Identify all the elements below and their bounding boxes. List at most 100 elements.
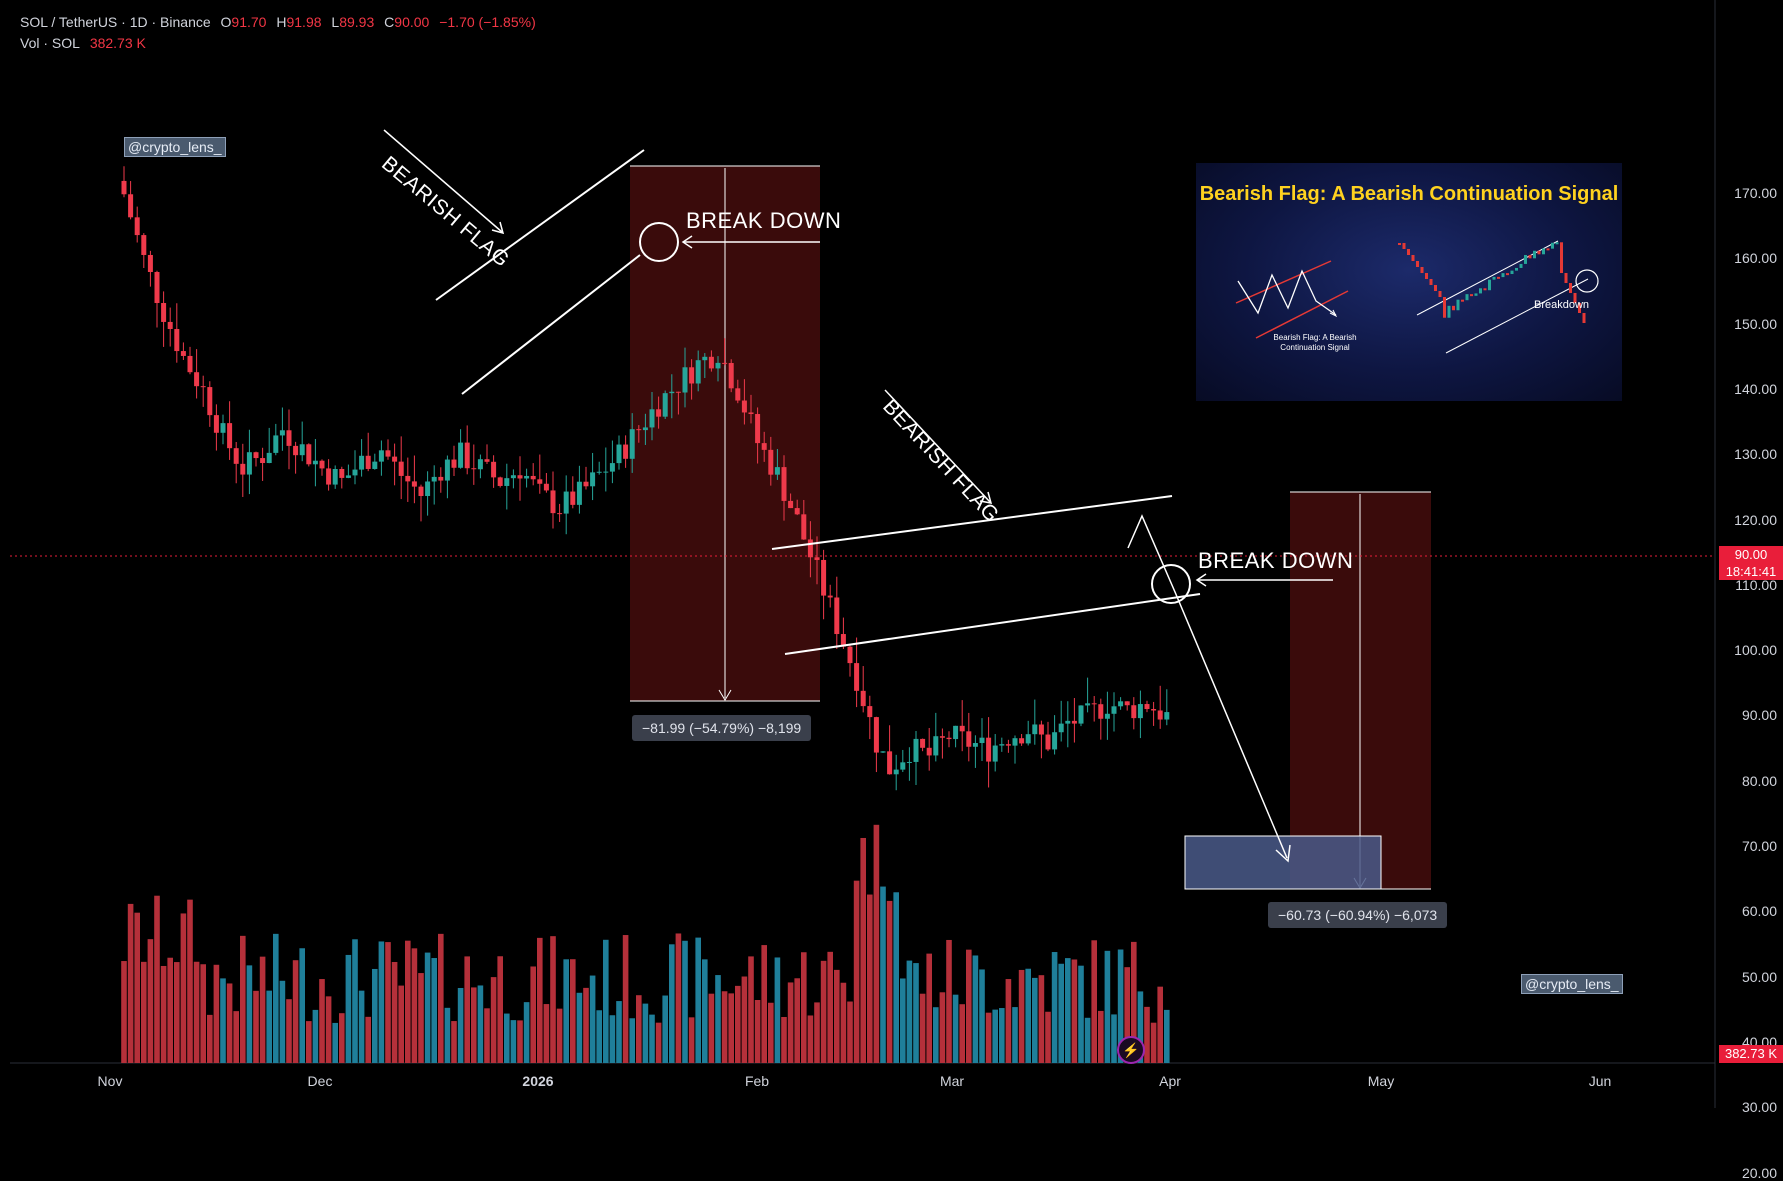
volume-bar (596, 1010, 602, 1063)
volume-bar (853, 880, 860, 1063)
candle-body (840, 634, 846, 647)
volume-bar (418, 973, 424, 1063)
volume-bar (1104, 950, 1111, 1063)
symbol-label[interactable]: SOL / TetherUS · 1D · Binance (20, 14, 211, 30)
inset-candle (1560, 242, 1563, 273)
price-chart[interactable] (0, 0, 1783, 1108)
inset-candle (1569, 283, 1572, 293)
candle-body (458, 442, 464, 468)
break2-arrow-head (1195, 573, 1207, 587)
volume-bar (391, 961, 398, 1063)
volume-label[interactable]: Vol · SOL (20, 35, 80, 51)
candle-body (372, 461, 378, 469)
watermark-bottom: @crypto_lens_ (1521, 974, 1623, 994)
volume-bar (570, 959, 576, 1063)
inset-candle (1573, 293, 1577, 303)
candle-body (702, 356, 708, 361)
candle-body (933, 736, 939, 756)
volume-bar (497, 956, 503, 1063)
candle-body (438, 476, 444, 481)
inset-candle (1555, 242, 1559, 245)
candle-body (867, 706, 873, 718)
inset-candle (1501, 273, 1505, 278)
candle-body (880, 751, 886, 753)
candle-body (326, 468, 332, 485)
candle-body (550, 490, 556, 514)
inset-candle (1434, 285, 1437, 291)
volume-bar (332, 1022, 338, 1063)
close-value: 90.00 (394, 14, 430, 30)
legend-row-volume: Vol · SOL 382.73 K (20, 33, 536, 54)
candle-body (722, 362, 728, 364)
candle-body (425, 481, 431, 497)
volume-bar (1005, 979, 1012, 1063)
candle-body (134, 217, 140, 236)
candle-body (332, 468, 338, 485)
inset-candle (1546, 248, 1550, 251)
volume-bar (1051, 952, 1058, 1063)
inset-candle (1515, 267, 1518, 271)
inset-candle (1582, 313, 1586, 323)
volume-bar (372, 968, 378, 1063)
candle-body (306, 444, 312, 465)
candle-body (649, 409, 655, 428)
candle-body (174, 328, 180, 352)
candle-body (1144, 704, 1150, 710)
volume-bar (616, 1001, 622, 1063)
volume-bar (424, 952, 431, 1063)
volume-bar (240, 935, 246, 1063)
volume-bar (312, 1009, 319, 1063)
candle-body (1065, 720, 1071, 724)
volume-bar (688, 1017, 695, 1063)
candle-body (128, 194, 134, 218)
flag2-top-line (771, 495, 1173, 550)
candle-body (662, 393, 668, 417)
volume-bar (174, 962, 180, 1063)
price-tick-label: 130.00 (1734, 446, 1777, 463)
volume-bar (979, 969, 985, 1063)
volume-bar (385, 942, 391, 1063)
volume-bar (266, 990, 272, 1063)
volume-bar (715, 975, 721, 1063)
candle-body (854, 663, 860, 691)
volume-bar (622, 935, 629, 1063)
price-tick-label: 50.00 (1741, 968, 1777, 985)
candle-body (1019, 738, 1025, 744)
candle-body (1118, 701, 1124, 707)
volume-bar (741, 976, 748, 1063)
candle-body (953, 725, 959, 740)
volume-bar (187, 899, 193, 1063)
volume-bar (563, 959, 569, 1063)
volume-bar (754, 1000, 761, 1063)
candle-body (286, 430, 292, 446)
lightning-icon[interactable]: ⚡ (1117, 1036, 1145, 1064)
bar-countdown: 18:41:41 (1725, 564, 1777, 579)
volume-bar (279, 980, 286, 1063)
inset-candle (1443, 297, 1446, 318)
volume-bar (1144, 1006, 1150, 1063)
volume-bar (952, 994, 959, 1063)
volume-bar (1038, 975, 1045, 1063)
candle-body (253, 452, 259, 459)
volume-bar (1131, 941, 1137, 1063)
inset-candle (1398, 243, 1401, 245)
candles (121, 166, 1170, 791)
candle-body (312, 460, 318, 465)
candle-body (530, 475, 536, 480)
volume-bar (1124, 967, 1130, 1063)
volume-bar (781, 1016, 787, 1063)
volume-bar (259, 956, 266, 1063)
volume-bar (867, 894, 873, 1063)
inset-candle (1578, 303, 1581, 313)
volume-bar (339, 1013, 345, 1063)
candle-body (385, 450, 391, 457)
candle-body (576, 481, 582, 505)
candle-body (1157, 710, 1163, 720)
candle-body (834, 597, 840, 635)
candle-body (603, 471, 609, 473)
volume-bar (325, 996, 332, 1063)
volume-bar (517, 1020, 523, 1063)
price-tick-label: 160.00 (1734, 250, 1777, 267)
volume-bar (913, 963, 919, 1063)
volume-bar (708, 993, 715, 1063)
